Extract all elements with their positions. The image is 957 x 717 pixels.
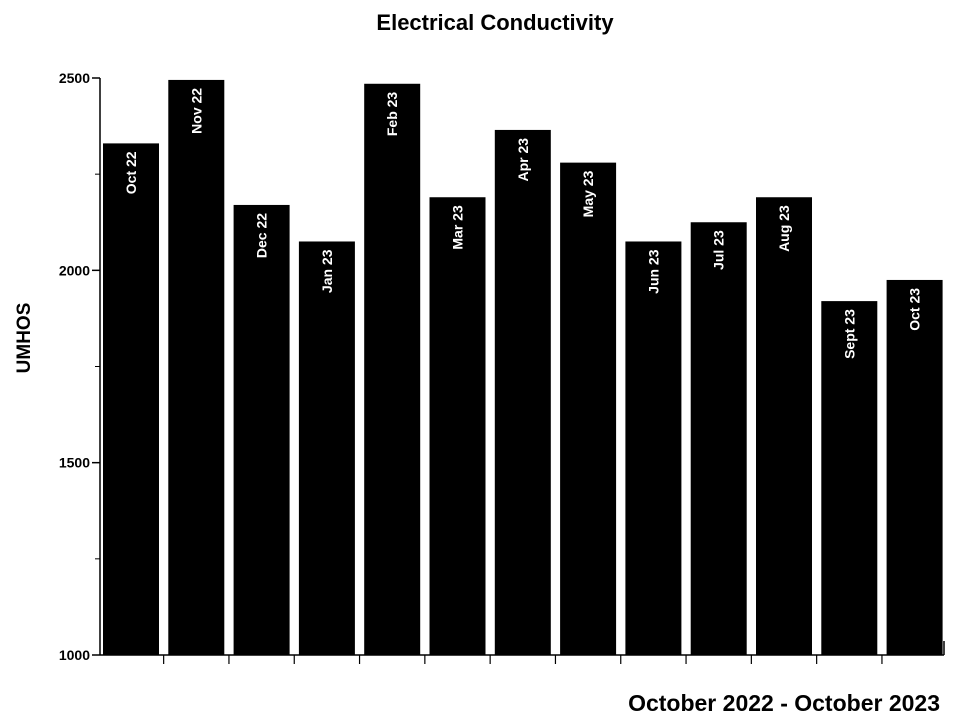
bar xyxy=(560,162,617,656)
bar xyxy=(494,129,551,655)
y-tick-label: 1000 xyxy=(59,647,90,663)
bar-label: Jun 23 xyxy=(645,249,661,294)
chart-title: Electrical Conductivity xyxy=(376,10,614,35)
bar xyxy=(886,279,943,655)
bar-label: Jan 23 xyxy=(319,249,335,293)
bar-label: Mar 23 xyxy=(450,205,466,250)
bar xyxy=(168,79,225,655)
y-tick-label: 2500 xyxy=(59,70,90,86)
bar-label: Sept 23 xyxy=(841,309,857,359)
y-tick-label: 2000 xyxy=(59,262,90,278)
bar-label: Dec 22 xyxy=(254,213,270,258)
y-axis-label: UMHOS xyxy=(14,303,35,374)
bar-label: Feb 23 xyxy=(384,92,400,137)
bar xyxy=(429,197,486,655)
bar-label: Aug 23 xyxy=(776,205,792,252)
bar-label: Oct 22 xyxy=(123,151,139,194)
bar-label: May 23 xyxy=(580,170,596,217)
bar xyxy=(625,241,682,655)
bar xyxy=(364,83,421,655)
y-tick-label: 1500 xyxy=(59,455,90,471)
bars: Oct 22 Nov 22 Dec 22 Jan 23 Feb 23 Mar 23 Apr … xyxy=(103,79,943,656)
bar xyxy=(103,143,159,656)
bar xyxy=(821,301,878,655)
bar xyxy=(233,204,290,655)
bar-label: Oct 23 xyxy=(907,288,923,331)
bar xyxy=(756,197,812,655)
bar-label: Nov 22 xyxy=(188,88,204,134)
x-axis-label: October 2022 - October 2023 xyxy=(628,690,940,716)
bar-label: Apr 23 xyxy=(515,138,531,182)
bar xyxy=(298,241,355,655)
bar-label: Jul 23 xyxy=(711,230,727,270)
bar xyxy=(690,222,747,655)
y-tick-labels: 1000 1500 2000 2500 xyxy=(59,70,90,663)
